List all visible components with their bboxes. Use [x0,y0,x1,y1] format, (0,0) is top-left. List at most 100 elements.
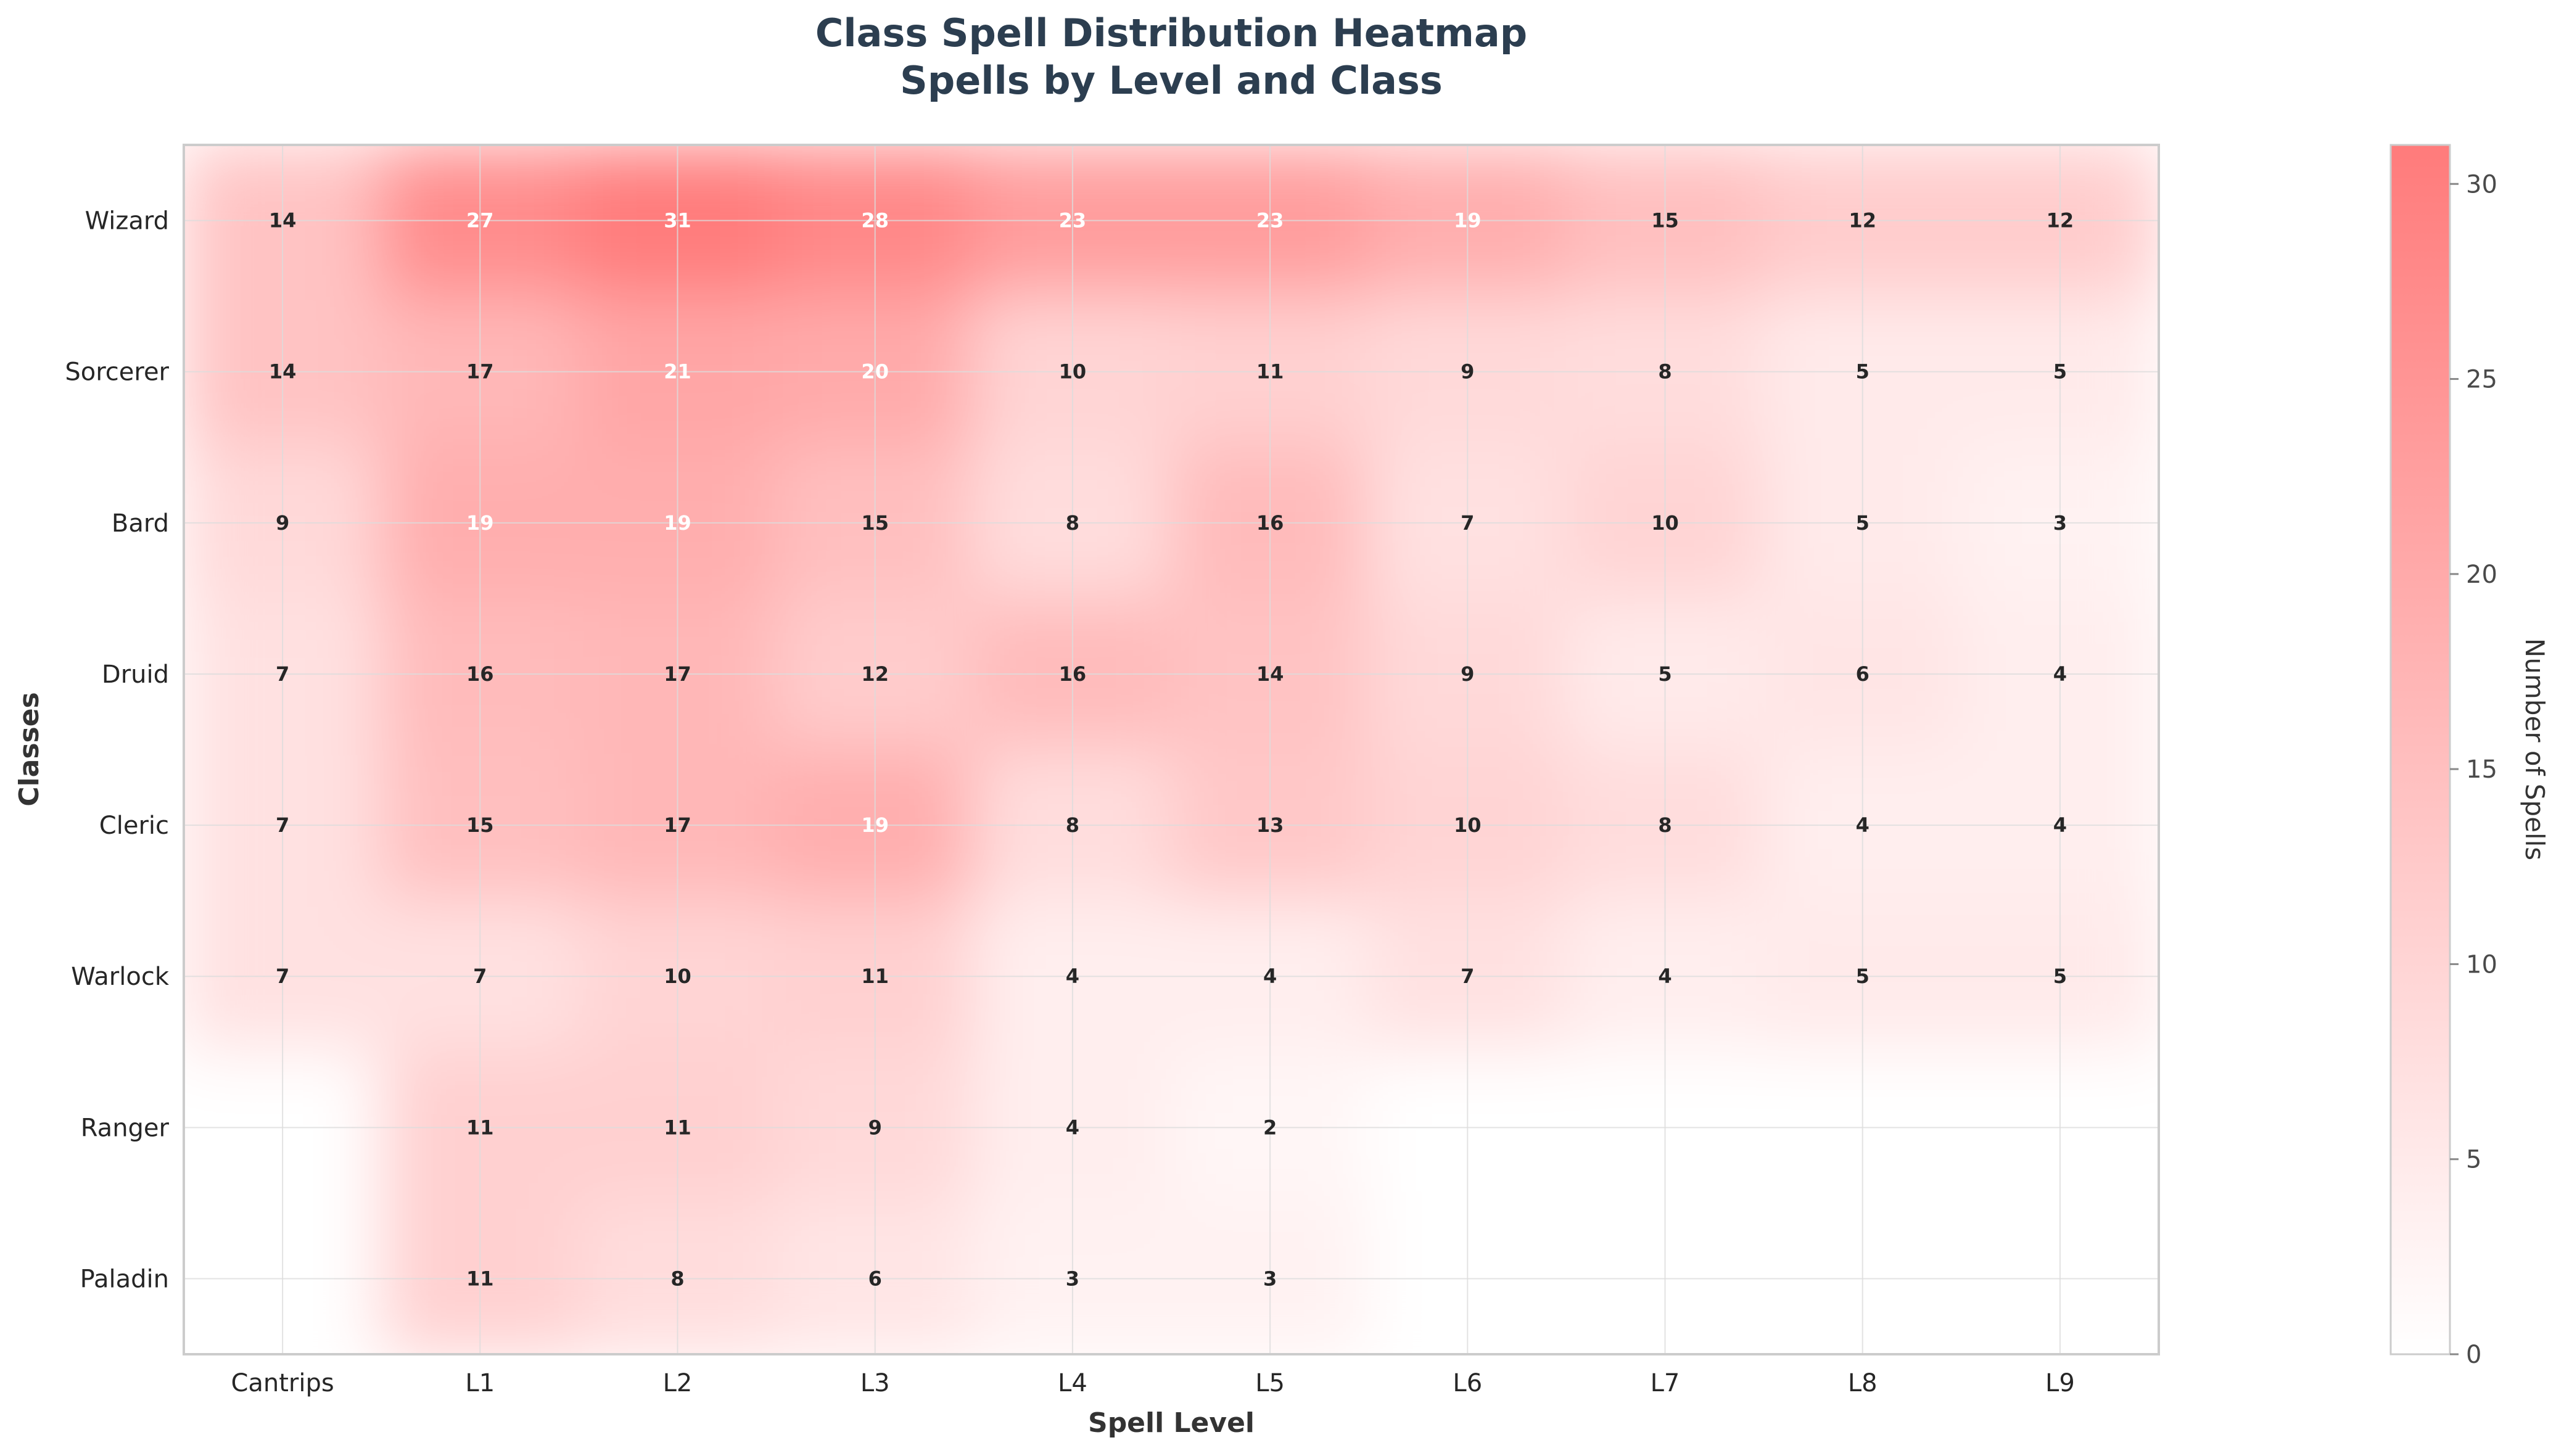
cell-value-label: 7 [276,662,289,686]
x-tick-label: L1 [465,1369,495,1397]
cell-value-label: 21 [664,360,691,384]
cell-value-label: 31 [664,209,691,232]
cell-value-label: 15 [1651,209,1679,232]
cell-value-label: 19 [861,813,889,837]
y-tick-label: Wizard [85,207,169,236]
cell-value-label: 12 [861,662,889,686]
chart-title-line-1: Class Spell Distribution Heatmap [815,10,1527,56]
cell-value-label: 4 [1263,964,1277,988]
y-axis-label: Classes [14,692,45,806]
cell-value-label: 3 [1263,1267,1277,1290]
cell-value-label: 7 [1461,511,1474,535]
cell-value-label: 4 [2053,813,2067,837]
cell-value-label: 5 [1856,511,1870,535]
cell-value-label: 17 [466,360,494,384]
cell-value-label: 9 [276,511,289,535]
y-tick-label: Warlock [71,963,170,991]
cell-value-label: 6 [1856,662,1870,686]
cell-value-label: 10 [1454,813,1482,837]
cell-value-label: 15 [861,511,889,535]
cell-value-label: 12 [1849,209,1876,232]
x-tick-label: L6 [1453,1369,1482,1397]
y-axis-tick-labels: Wizard Sorcerer Bard Druid Cleric Warlock Rang… [65,207,169,1294]
x-tick-label: L7 [1651,1369,1680,1397]
cell-value-label: 9 [868,1116,882,1139]
colorbar-label: Number of Spells [2520,638,2550,860]
cell-value-label: 12 [2047,209,2074,232]
x-tick-label: L8 [1848,1369,1878,1397]
cell-value-label: 19 [466,511,494,535]
x-tick-label: L5 [1255,1369,1285,1397]
x-tick-label: Cantrips [231,1369,334,1397]
cell-value-label: 10 [1059,360,1087,384]
colorbar [2389,144,2451,1355]
chart-title-line-2: Spells by Level and Class [900,58,1443,103]
cell-value-label: 9 [1461,360,1474,384]
colorbar-tick-label: 25 [2466,366,2497,394]
cell-value-label: 17 [664,813,691,837]
cell-value-label: 20 [861,360,889,384]
colorbar-tick-label: 15 [2466,755,2497,784]
cell-value-label: 27 [466,209,494,232]
cell-value-label: 8 [1066,813,1079,837]
cell-value-label: 7 [1461,964,1474,988]
cell-value-label: 3 [2053,511,2067,535]
cell-value-label: 4 [1066,1116,1079,1139]
y-tick-label: Ranger [81,1114,170,1142]
cell-value-label: 11 [466,1267,494,1290]
cell-value-label: 16 [1256,511,1284,535]
cell-value-label: 8 [1066,511,1079,535]
y-tick-label: Bard [112,509,169,538]
cell-value-label: 11 [1256,360,1284,384]
cell-value-label: 13 [1256,813,1284,837]
cell-value-label: 7 [276,964,289,988]
gridlines [184,145,2159,1354]
x-tick-label: L4 [1058,1369,1087,1397]
cell-value-label: 17 [664,662,691,686]
colorbar-tick-label: 20 [2466,561,2497,589]
cell-value-label: 16 [466,662,494,686]
cell-value-label: 2 [1263,1116,1277,1139]
cell-value-label: 14 [269,360,297,384]
colorbar-ticks: 0 5 10 15 20 25 30 [2450,170,2497,1369]
cell-value-label: 5 [1856,360,1870,384]
cell-value-label: 10 [664,964,691,988]
x-axis-tick-labels: Cantrips L1 L2 L3 L4 L5 L6 L7 L8 L9 [231,1369,2074,1397]
x-axis-label: Spell Level [1088,1407,1255,1439]
y-tick-label: Paladin [80,1265,169,1293]
plot-frame [183,144,2160,1355]
colorbar-tick-label: 30 [2466,170,2497,199]
cell-value-label: 7 [276,813,289,837]
x-tick-label: L3 [860,1369,890,1397]
cell-value-label: 11 [664,1116,691,1139]
cell-value-label: 19 [664,511,691,535]
cell-value-label: 4 [1856,813,1870,837]
cell-value-label: 28 [861,209,889,232]
cell-value-label: 4 [1658,964,1672,988]
cell-value-label: 11 [861,964,889,988]
cell-value-label: 8 [1658,813,1672,837]
cell-value-label: 10 [1651,511,1679,535]
y-tick-label: Cleric [99,812,169,840]
colorbar-tick-label: 0 [2466,1341,2481,1369]
heatmap-cells [184,145,2159,1354]
cell-value-label: 15 [466,813,494,837]
y-tick-label: Druid [102,660,169,689]
cell-value-label: 8 [670,1267,684,1290]
cell-value-label: 4 [1066,964,1079,988]
cell-value-label: 7 [473,964,487,988]
cell-value-label: 14 [1256,662,1284,686]
x-tick-label: L9 [2045,1369,2075,1397]
cell-value-label: 5 [2053,360,2067,384]
y-tick-label: Sorcerer [65,358,169,387]
cell-value-label: 23 [1059,209,1087,232]
cell-value-label: 5 [1856,964,1870,988]
cell-value-label: 5 [2053,964,2067,988]
cell-value-label: 14 [269,209,297,232]
cell-value-label: 3 [1066,1267,1079,1290]
cell-value-label: 19 [1454,209,1482,232]
cell-value-label: 6 [868,1267,882,1290]
cell-value-label: 23 [1256,209,1284,232]
